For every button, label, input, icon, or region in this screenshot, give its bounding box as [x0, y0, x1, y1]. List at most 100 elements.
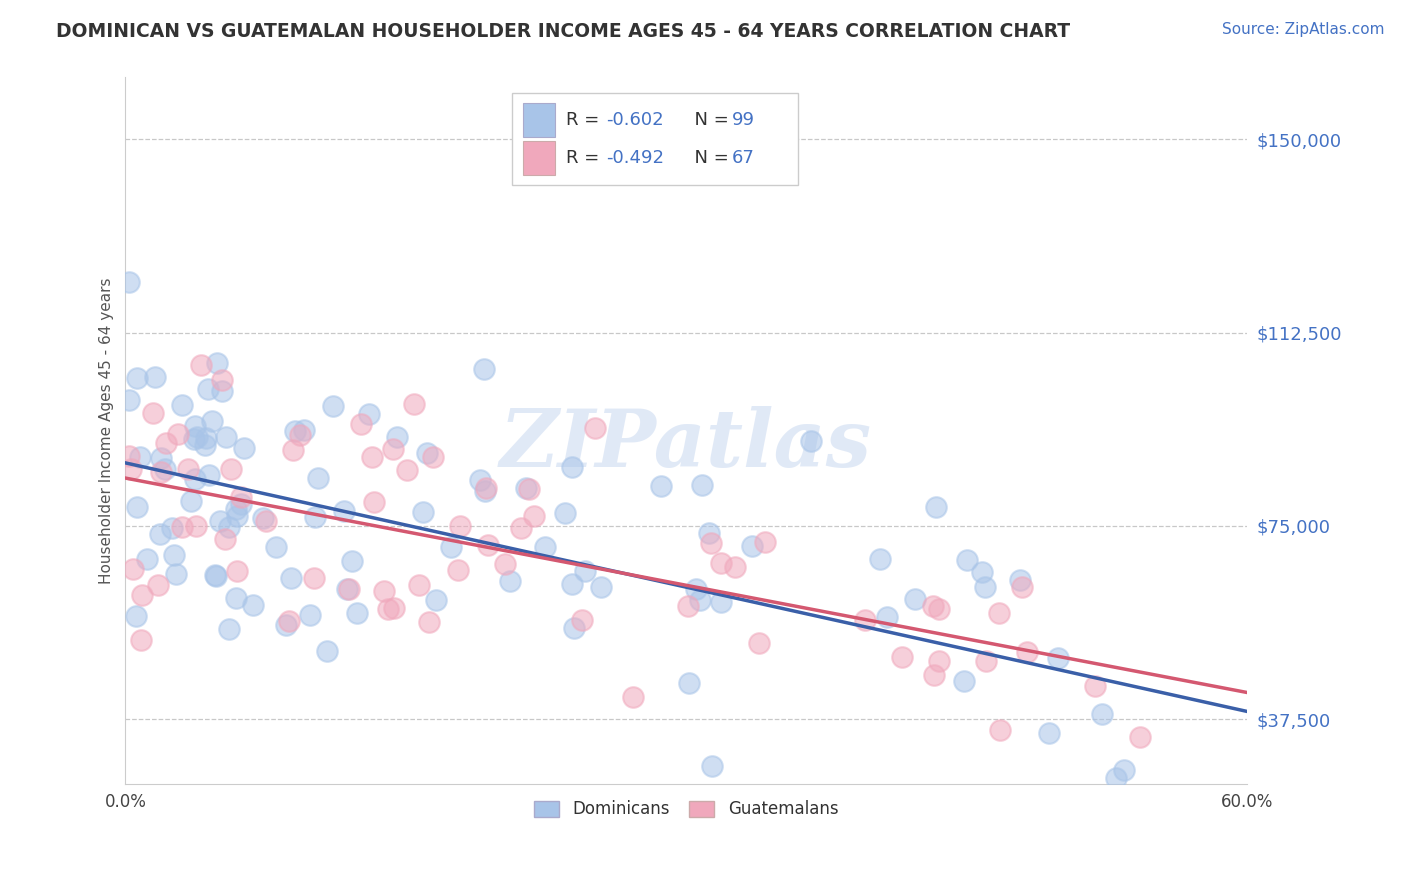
Point	[1017, 645, 1039, 659]
Point	[316, 644, 339, 658]
Point	[299, 608, 322, 623]
Point	[748, 635, 770, 649]
Point	[1008, 573, 1031, 587]
Text: R =: R =	[567, 111, 605, 128]
Point	[700, 536, 723, 550]
Point	[129, 633, 152, 648]
Point	[1084, 679, 1107, 693]
Point	[373, 583, 395, 598]
Point	[974, 654, 997, 668]
Point	[404, 397, 426, 411]
FancyBboxPatch shape	[512, 93, 799, 185]
Point	[988, 606, 1011, 620]
Point	[346, 606, 368, 620]
Point	[225, 502, 247, 516]
Point	[621, 690, 644, 704]
Point	[231, 491, 253, 505]
Point	[357, 408, 380, 422]
Point	[382, 601, 405, 615]
Point	[146, 578, 169, 592]
Text: N =: N =	[683, 149, 734, 167]
Point	[211, 384, 233, 398]
Point	[534, 540, 557, 554]
Point	[988, 723, 1011, 737]
Point	[1011, 580, 1033, 594]
Point	[307, 471, 329, 485]
Point	[970, 803, 993, 817]
Point	[149, 526, 172, 541]
Point	[252, 510, 274, 524]
Point	[122, 562, 145, 576]
Point	[583, 421, 606, 435]
Point	[197, 382, 219, 396]
Point	[922, 668, 945, 682]
Point	[449, 519, 471, 533]
Point	[333, 503, 356, 517]
Point	[183, 471, 205, 485]
Point	[280, 571, 302, 585]
Point	[340, 554, 363, 568]
Point	[1014, 803, 1036, 817]
Point	[127, 371, 149, 385]
Point	[177, 462, 200, 476]
Point	[1091, 706, 1114, 721]
Text: 99: 99	[733, 111, 755, 128]
Point	[890, 649, 912, 664]
Point	[129, 450, 152, 464]
Point	[922, 599, 945, 614]
Point	[225, 564, 247, 578]
Point	[254, 514, 277, 528]
Point	[204, 568, 226, 582]
Point	[229, 497, 252, 511]
Point	[574, 565, 596, 579]
Text: Source: ZipAtlas.com: Source: ZipAtlas.com	[1222, 22, 1385, 37]
Text: N =: N =	[683, 111, 734, 128]
Point	[928, 655, 950, 669]
Text: ZIPatlas: ZIPatlas	[501, 406, 872, 483]
Point	[591, 580, 613, 594]
Point	[418, 615, 440, 629]
Point	[741, 539, 763, 553]
Point	[304, 510, 326, 524]
Point	[1129, 730, 1152, 744]
Point	[284, 424, 307, 438]
Point	[1112, 763, 1135, 777]
Point	[724, 560, 747, 574]
Point	[710, 595, 733, 609]
Point	[676, 599, 699, 613]
Text: DOMINICAN VS GUATEMALAN HOUSEHOLDER INCOME AGES 45 - 64 YEARS CORRELATION CHART: DOMINICAN VS GUATEMALAN HOUSEHOLDER INCO…	[56, 22, 1070, 41]
Point	[304, 571, 326, 585]
Point	[215, 430, 238, 444]
Point	[440, 540, 463, 554]
Point	[678, 675, 700, 690]
Text: R =: R =	[567, 149, 605, 167]
Point	[702, 759, 724, 773]
Point	[208, 515, 231, 529]
Point	[425, 593, 447, 607]
Point	[350, 417, 373, 431]
Point	[124, 608, 146, 623]
Point	[194, 431, 217, 445]
Point	[218, 520, 240, 534]
FancyBboxPatch shape	[523, 141, 555, 175]
Y-axis label: Householder Income Ages 45 - 64 years: Householder Income Ages 45 - 64 years	[100, 277, 114, 584]
Point	[131, 588, 153, 602]
Point	[562, 621, 585, 635]
Point	[381, 442, 404, 456]
Point	[754, 534, 776, 549]
Point	[337, 582, 360, 597]
Point	[689, 592, 711, 607]
Point	[408, 578, 430, 592]
Legend: Dominicans, Guatemalans: Dominicans, Guatemalans	[527, 794, 845, 825]
Point	[1038, 726, 1060, 740]
Point	[190, 358, 212, 372]
Point	[447, 564, 470, 578]
Point	[207, 356, 229, 370]
Point	[953, 674, 976, 689]
Point	[322, 399, 344, 413]
Point	[160, 521, 183, 535]
Point	[561, 577, 583, 591]
Point	[510, 521, 533, 535]
Point	[155, 435, 177, 450]
Point	[523, 508, 546, 523]
